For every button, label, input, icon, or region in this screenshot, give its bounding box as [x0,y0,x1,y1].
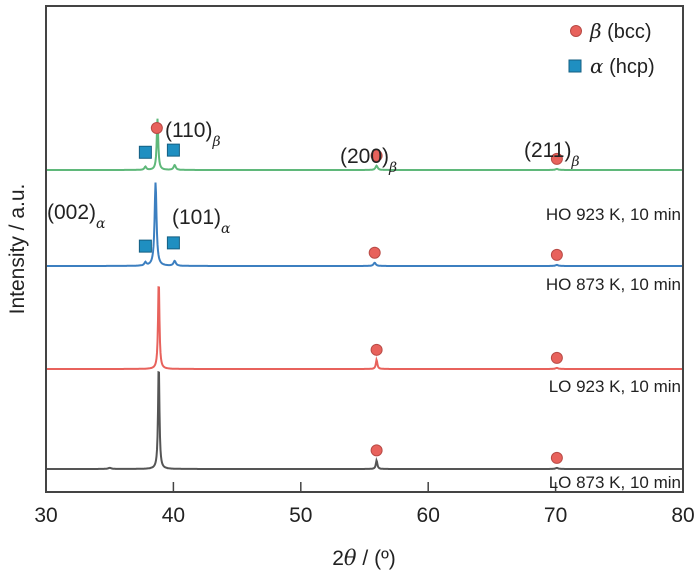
beta-phase-marker [550,248,563,261]
x-axis-title: 2θ / (º) [332,546,396,570]
x-tick-label: 30 [34,504,57,527]
annotation-hkl: (110) [165,119,212,142]
legend: β (bcc) α (hcp) [568,19,655,78]
beta-phase-marker [550,351,563,364]
svg-text:(211)β: (211)β [524,139,580,170]
legend-alpha-marker [568,59,582,73]
series-trace [47,182,682,267]
annotation-002-alpha: (002)α [47,201,106,232]
beta-phase-marker [550,451,563,464]
x-tick-label: 70 [544,504,567,527]
y-axis-title: Intensity / a.u. [6,184,29,315]
annotation-110-beta: (110)β [165,119,221,150]
annotation-hkl: (002) [47,201,96,224]
svg-text:(002)α: (002)α [47,201,106,232]
series-trace [47,370,682,470]
beta-phase-marker [370,149,383,162]
x-tick-label: 40 [162,504,185,527]
series-trace [47,286,682,370]
annotation-subscript: β [388,160,397,176]
beta-phase-marker [368,246,381,259]
beta-phase-marker [550,152,563,165]
annotation-hkl: (101) [172,206,221,229]
x-tick-label: 50 [289,504,312,527]
series-label-ho-923: HO 923 K, 10 min [546,205,681,224]
x-tick-label: 60 [417,504,440,527]
annotation-subscript: α [221,221,231,237]
series-label-lo-873: LO 873 K, 10 min [549,473,681,492]
x-ticks: 30 40 50 60 70 80 [34,482,695,527]
beta-phase-marker [370,343,383,356]
beta-phase-marker [150,121,163,134]
annotation-hkl: (200) [340,145,389,168]
alpha-phase-marker [166,143,180,157]
svg-text:(110)β: (110)β [165,119,221,150]
annotation-211-beta: (211)β [524,139,580,170]
series-label-ho-873: HO 873 K, 10 min [546,275,681,294]
series-label-lo-923: LO 923 K, 10 min [549,377,681,396]
beta-phase-marker [370,444,383,457]
annotation-hkl: (211) [524,139,571,162]
legend-beta-marker [570,25,582,37]
markers-layer [138,121,563,464]
annotation-200-beta: (200)β [340,145,397,176]
x-tick-label: 80 [671,504,694,527]
series-trace [47,118,682,171]
plot-frame [45,5,684,493]
svg-text:(101)α: (101)α [172,206,231,237]
legend-beta-label: β (bcc) [589,19,652,43]
annotation-subscript: α [96,216,106,232]
alpha-phase-marker [138,239,152,253]
traces-layer [47,118,682,470]
svg-text:(200)β: (200)β [340,145,397,176]
legend-alpha-label: α (hcp) [590,54,655,78]
annotation-subscript: β [570,154,579,170]
alpha-phase-marker [138,145,152,159]
annotation-101-alpha: (101)α [172,206,231,237]
alpha-phase-marker [166,236,180,250]
annotation-subscript: β [211,134,220,150]
